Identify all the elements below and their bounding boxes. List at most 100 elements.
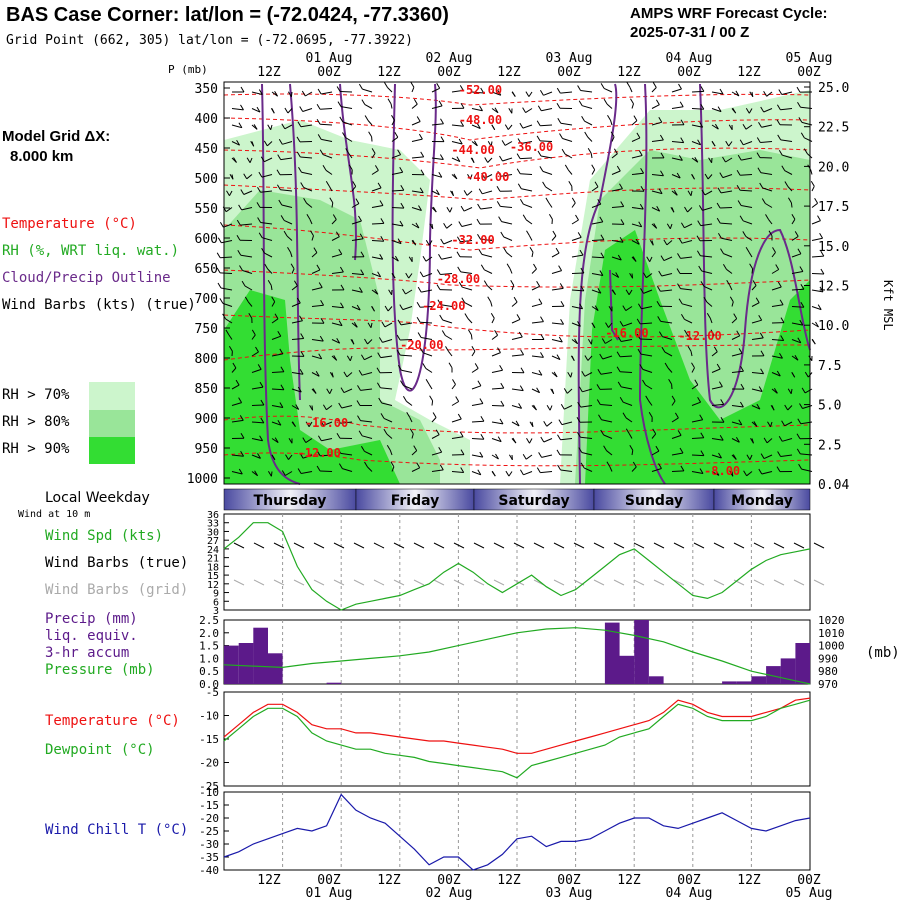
wind-barb-flag	[229, 174, 234, 180]
temperature-line	[223, 697, 811, 754]
wind-barb-flag	[518, 331, 523, 338]
wind-barb-flag	[597, 369, 602, 375]
wind-barb	[782, 154, 793, 159]
wind-barb	[511, 318, 521, 324]
wind-barb-flag	[494, 330, 499, 336]
wind-barb-flag	[497, 347, 501, 353]
wind-barb-flag	[717, 187, 722, 194]
wind-barb	[628, 289, 633, 295]
wind-barb	[711, 108, 722, 113]
wind-barb-flag	[358, 215, 362, 222]
wind-barb-flag	[684, 206, 688, 213]
wind-barb-flag	[800, 132, 805, 139]
wind-barb-flag	[402, 288, 406, 295]
wind-barb	[470, 174, 473, 180]
wind-barb-flag	[629, 273, 634, 279]
wind-barb-flag	[600, 83, 605, 89]
wind-barb	[651, 87, 657, 93]
wind-barb-flag	[603, 445, 608, 451]
y-tick-label: 2.5	[199, 614, 219, 627]
wind-barb-flag	[645, 395, 650, 402]
wind-barb-flag	[776, 104, 781, 110]
wind-barb-flag	[396, 349, 401, 356]
wind-barb-flag	[280, 384, 285, 390]
wind-barb-flag	[236, 234, 241, 241]
wind-barb	[271, 421, 282, 426]
wind-barb	[411, 433, 414, 439]
wind-barb	[480, 238, 493, 241]
wind-barb-flag	[484, 157, 489, 163]
y-tick-label: 30	[207, 528, 219, 539]
wind-barb-flag	[358, 369, 363, 376]
wind-barb	[431, 87, 440, 93]
wind-barb-flag	[758, 468, 763, 475]
wind-barb	[351, 220, 362, 225]
wind-barb-flag	[406, 412, 411, 418]
wind-barb-flag	[778, 436, 783, 442]
wind-barb-flag	[632, 461, 637, 468]
wind-barb	[620, 371, 633, 373]
wind-barb	[723, 253, 733, 258]
cloud-outline-7	[609, 269, 619, 341]
wind-barb-flag	[299, 452, 304, 459]
wind-barb	[671, 434, 682, 439]
wind-barb-flag	[356, 304, 361, 311]
wind-barb	[780, 139, 793, 142]
wind-barb	[231, 402, 242, 406]
wind-barb-flag	[435, 189, 440, 196]
wind-barb-flag	[257, 187, 261, 193]
wind-barb-flag	[600, 252, 605, 258]
wind-barb	[811, 237, 823, 241]
cloud-outline-1	[289, 83, 301, 401]
wind-barb-flag	[417, 332, 422, 338]
wind-barb-flag	[436, 83, 441, 89]
legend-rh80-swatch	[89, 410, 135, 437]
wind-barb	[431, 469, 444, 472]
wind-barb-flag	[479, 105, 483, 112]
wind-barb	[311, 304, 324, 307]
bottom-date-label: 02 Aug	[426, 886, 473, 900]
wind-barb-flag	[536, 135, 541, 142]
wind-barb-flag	[799, 266, 804, 272]
wind-barb	[741, 157, 753, 161]
true-wind-barb	[613, 542, 625, 549]
wind-barb-flag	[540, 316, 544, 322]
wind-barb	[349, 355, 353, 361]
wind-barb	[471, 385, 482, 390]
wind-barb-flag	[271, 454, 276, 460]
wind-barb-flag	[437, 299, 442, 305]
wind-barb-flag	[217, 282, 222, 289]
wind-barb-flag	[238, 468, 243, 475]
wind-barb-flag	[297, 468, 302, 474]
wind-barb	[560, 438, 573, 441]
wind-barb	[684, 223, 693, 229]
wind-barb	[651, 190, 663, 195]
wind-barb	[748, 252, 753, 258]
wind-barb	[523, 203, 533, 208]
height-axis-title: Kft MSL	[881, 280, 895, 331]
wind-barb	[422, 352, 433, 357]
wind-barb-flag	[436, 269, 441, 275]
wind-barb-flag	[791, 214, 796, 220]
wind-barb-flag	[697, 396, 702, 403]
true-wind-barb	[353, 542, 365, 549]
wind-barb	[711, 438, 724, 441]
wind-barb	[271, 335, 281, 340]
wind-barb-flag	[300, 351, 305, 357]
wind-barb	[631, 450, 634, 456]
wind-barb	[428, 384, 433, 390]
pressure-tick-label: 800	[195, 352, 218, 367]
wind-barb-flag	[717, 106, 722, 112]
wind-barb-flag	[700, 281, 705, 287]
wind-barb	[760, 141, 773, 143]
wind-barb-flag	[743, 470, 748, 477]
wind-barb-flag	[661, 346, 666, 353]
wind-barb-flag	[674, 412, 679, 419]
wind-barb-flag	[558, 336, 563, 343]
wind-barb	[240, 254, 253, 258]
wind-barb-flag	[360, 251, 365, 257]
wind-barb-flag	[756, 137, 761, 143]
wind-barb	[231, 367, 237, 373]
wind-barb-flag	[781, 420, 786, 427]
wind-barb-flag	[556, 449, 561, 456]
